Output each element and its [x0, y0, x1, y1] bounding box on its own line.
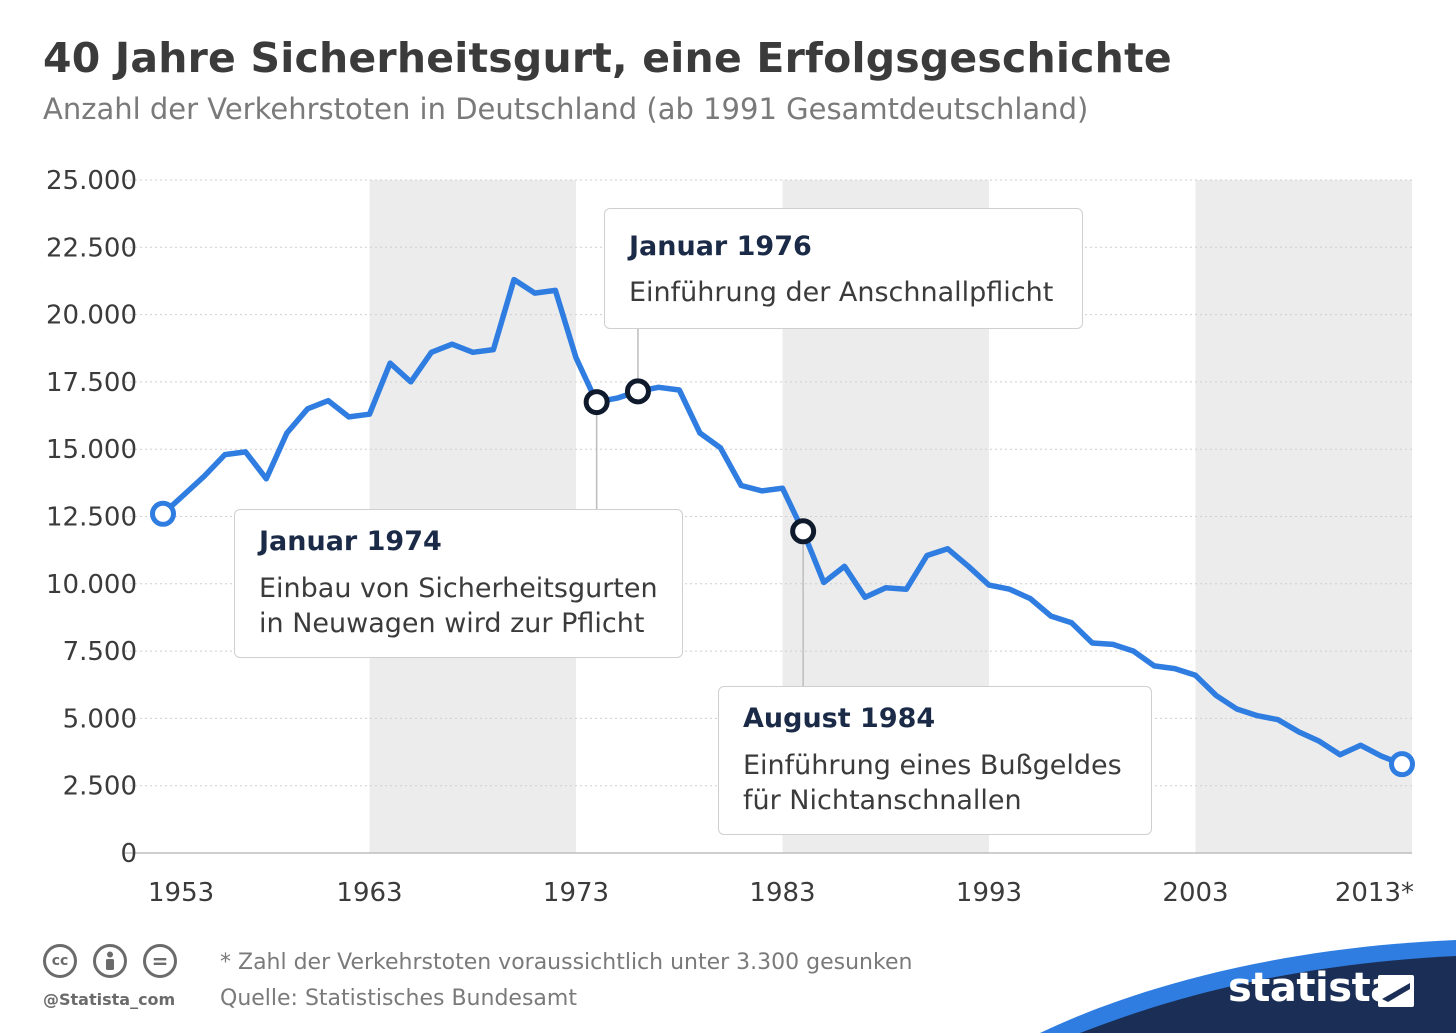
data-point-1984 — [790, 518, 817, 545]
callout-1974: Januar 1974 Einbau von Sicherheitsgurten… — [234, 509, 683, 658]
y-tick-label: 15.000 — [46, 435, 137, 465]
decade-band-2 — [1195, 180, 1412, 853]
highlight-markers — [150, 378, 1415, 778]
x-tick-label: 1953 — [148, 878, 214, 908]
chart-subtitle: Anzahl der Verkehrstoten in Deutschland … — [43, 92, 1089, 126]
y-axis-ticks: 0 2.500 5.000 7.500 10.000 12.500 15.000 17.500… — [46, 166, 137, 869]
y-tick-label: 17.500 — [46, 368, 137, 398]
by-person-icon — [93, 944, 127, 978]
data-point-1953 — [150, 500, 176, 527]
chart-title: 40 Jahre Sicherheitsgurt, eine Erfolgsge… — [43, 34, 1172, 82]
callout-1976: Januar 1976 Einführung der Anschnallpfli… — [604, 208, 1083, 329]
y-tick-label: 22.500 — [46, 233, 137, 263]
callout-1974-title: Januar 1974 — [259, 526, 442, 557]
x-tick-label: 2013* — [1335, 878, 1414, 908]
y-tick-label: 12.500 — [46, 503, 137, 533]
series-line — [160, 276, 1405, 767]
callout-1984-line-2: für Nichtanschnallen — [743, 785, 1022, 816]
callout-1976-line-1: Einführung der Anschnallpflicht — [629, 277, 1054, 308]
source-note: Quelle: Statistisches Bundesamt — [220, 986, 577, 1011]
data-point-1974 — [583, 389, 610, 416]
statista-logo-icon — [1378, 975, 1414, 1007]
y-tick-label: 5.000 — [63, 704, 137, 734]
x-tick-label: 1983 — [749, 878, 815, 908]
y-tick-label: 7.500 — [63, 637, 137, 667]
gridlines — [125, 179, 1412, 854]
x-tick-label: 1963 — [336, 878, 402, 908]
callout-1984: August 1984 Einführung eines Bußgeldes f… — [718, 686, 1152, 835]
y-tick-label: 25.000 — [46, 166, 137, 196]
x-axis-ticks: 1953 1963 1973 1983 1993 2003 2013* — [148, 878, 1414, 908]
callout-1976-title: Januar 1976 — [629, 231, 812, 262]
callout-1974-line-2: in Neuwagen wird zur Pflicht — [259, 608, 645, 639]
brand-wordmark[interactable]: statista — [1228, 965, 1397, 1011]
cc-icon: cc — [43, 944, 77, 978]
callout-1984-line-1: Einführung eines Bußgeldes — [743, 750, 1122, 781]
nd-equals-icon: = — [143, 944, 177, 978]
x-tick-label: 2003 — [1162, 878, 1228, 908]
data-point-2013 — [1389, 751, 1415, 778]
footnote: * Zahl der Verkehrstoten voraussichtlich… — [220, 950, 913, 975]
callout-1974-line-1: Einbau von Sicherheitsgurten — [259, 573, 658, 604]
brand-swoosh — [1040, 940, 1456, 1033]
social-handle[interactable]: @Statista_com — [43, 990, 176, 1009]
y-tick-label: 0 — [120, 839, 137, 869]
y-tick-label: 10.000 — [46, 570, 137, 600]
x-tick-label: 1973 — [543, 878, 609, 908]
y-tick-label: 20.000 — [46, 301, 137, 331]
data-point-1976 — [624, 378, 651, 405]
y-tick-label: 2.500 — [63, 772, 137, 802]
callout-1984-title: August 1984 — [743, 703, 936, 734]
x-tick-label: 1993 — [956, 878, 1022, 908]
